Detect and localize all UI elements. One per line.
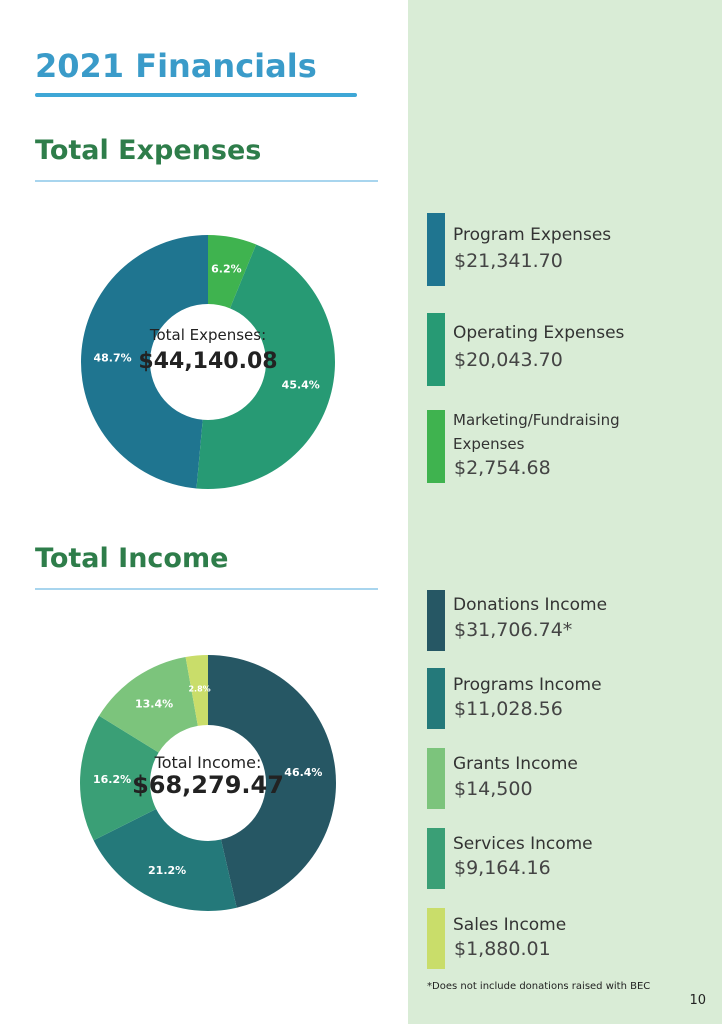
center-value: $68,279.47 [132,771,284,799]
slice-label: 2.8% [188,684,210,693]
legend-label: Programs Income [453,675,602,695]
slice-label: 48.7% [94,352,132,365]
legend-label: Program Expenses [453,225,612,245]
legend-label: Marketing/Fundraising Expenses [453,411,620,453]
page-number: 10 [689,993,706,1008]
donut-slice [99,656,198,753]
center-label: Total Income: [154,753,262,772]
section-title: Total Expenses [35,135,261,166]
title-rule [35,93,357,97]
legend-amount: $31,706.74* [454,619,573,641]
donut-slice [93,809,237,912]
legend-amount: $14,500 [454,778,533,800]
legend-swatch [427,668,445,729]
legend-swatch [427,908,445,969]
legend-swatch [427,213,445,286]
legend-label: Sales Income [453,915,567,935]
legend-swatch [427,590,445,651]
donut-slice [208,235,257,309]
donut-slice [185,655,208,726]
slice-label: 6.2% [211,262,242,275]
section-rule [35,588,378,590]
center-label: Total Expenses: [149,326,266,344]
legend-label: Services Income [453,834,593,854]
legend-swatch [427,410,445,483]
legend-label: Grants Income [453,754,578,774]
legend-swatch [427,313,445,386]
center-value: $44,140.08 [138,349,277,374]
donut-slice [196,244,336,489]
section-rule [35,180,378,182]
legend-amount: $20,043.70 [454,349,563,371]
slice-label: 45.4% [282,379,320,392]
side-panel [408,0,722,1024]
legend-swatch [427,748,445,809]
legend-amount: $1,880.01 [454,938,551,960]
page-title: 2021 Financials [35,47,317,85]
legend-amount: $9,164.16 [454,857,551,879]
slice-label: 46.4% [284,766,322,779]
footnote: *Does not include donations raised with … [427,981,650,992]
donut-slice [80,235,208,489]
donut-slice [208,655,337,908]
section-title: Total Income [35,543,228,574]
legend-amount: $2,754.68 [454,457,551,479]
legend-swatch [427,828,445,889]
slice-label: 13.4% [135,698,173,711]
donut-slice [80,715,159,841]
slice-label: 16.2% [93,773,131,786]
slice-label: 21.2% [148,864,186,877]
legend-amount: $21,341.70 [454,250,563,272]
legend-label: Operating Expenses [453,323,625,343]
legend-amount: $11,028.56 [454,698,563,720]
legend-label: Donations Income [453,595,608,615]
